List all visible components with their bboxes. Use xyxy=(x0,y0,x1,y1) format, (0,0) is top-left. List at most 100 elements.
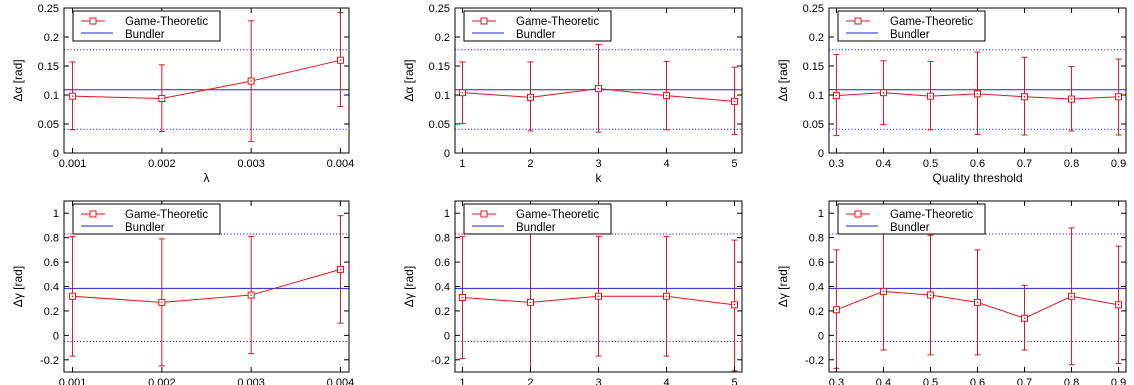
x-tick-label: 0.004 xyxy=(327,377,355,385)
y-axis-title: Δγ [rad] xyxy=(776,266,790,307)
x-tick-label: 5 xyxy=(731,158,737,170)
legend-box xyxy=(72,10,221,42)
y-axis-title: Δα [rad] xyxy=(402,59,416,101)
y-tick-label: 0.1 xyxy=(44,90,59,102)
legend-label-game-theoretic: Game-Theoretic xyxy=(125,16,208,28)
data-point-dot xyxy=(250,80,252,82)
y-tick-label: 0.6 xyxy=(809,257,824,269)
y-tick-label: 0.15 xyxy=(803,61,824,73)
data-point-dot xyxy=(529,96,532,99)
data-point-dot xyxy=(1070,295,1073,297)
data-point-dot xyxy=(976,93,979,95)
y-tick-label: 0 xyxy=(444,330,450,342)
y-tick-label: 0.1 xyxy=(809,90,824,102)
legend-series-marker xyxy=(89,17,97,25)
chart-2: 0 0.05 0.1 0.15 0.2 0.25 1 2 3 4 5 k Δα [rad] Game-Th… xyxy=(402,3,743,185)
x-tick-label: 0.002 xyxy=(148,377,176,385)
x-tick-label: 0.4 xyxy=(876,377,891,385)
chart-6: -0.200.20.40.60.810.30.40.50.60.70.80.9Q… xyxy=(776,200,1127,385)
y-tick-label: 0.6 xyxy=(435,257,450,269)
legend-label-game-theoretic: Game-Theoretic xyxy=(125,209,208,221)
data-point-dot xyxy=(1070,98,1073,100)
y-tick-label: 0.2 xyxy=(435,32,450,44)
y-tick-label: 0.2 xyxy=(435,306,450,318)
y-axis-title: Δα [rad] xyxy=(776,59,790,101)
y-tick-label: 0.05 xyxy=(38,119,59,131)
x-axis-title: λ xyxy=(204,171,210,185)
data-point-dot xyxy=(339,268,342,271)
series-line xyxy=(72,268,341,303)
y-tick-label: 0.4 xyxy=(809,282,824,294)
y-tick-label: 0.25 xyxy=(429,3,450,15)
legend-box xyxy=(72,203,221,235)
y-tick-label: 0.15 xyxy=(429,61,450,73)
data-point-dot xyxy=(597,295,600,297)
x-tick-label: 3 xyxy=(595,158,601,170)
y-tick-label: 0.2 xyxy=(44,32,59,44)
y-axis-title: Δγ [rad] xyxy=(11,266,25,307)
x-tick-label: 0.8 xyxy=(1064,377,1079,385)
legend-box xyxy=(463,10,612,42)
x-tick-label: 5 xyxy=(731,377,737,385)
chart-3: 0 0.05 0.1 0.15 0.2 0.25 0.3 0.4 0.5 0.6 0.7 0.8 0.9… xyxy=(776,3,1127,185)
y-tick-label: 0.4 xyxy=(44,282,59,294)
data-point-dot xyxy=(882,290,885,293)
y-tick-label: 1 xyxy=(444,208,450,220)
x-axis-title: k xyxy=(596,171,603,185)
x-tick-label: 0.8 xyxy=(1064,158,1079,170)
x-tick-label: 0.3 xyxy=(829,158,844,170)
x-tick-label: 0.5 xyxy=(923,158,938,170)
data-point-dot xyxy=(71,295,74,297)
legend-label-bundler: Bundler xyxy=(125,29,165,41)
y-tick-label: 0.2 xyxy=(809,32,824,44)
data-point-dot xyxy=(161,301,163,304)
x-tick-label: 0.9 xyxy=(1111,158,1126,170)
y-tick-label: 0.2 xyxy=(44,306,59,318)
x-tick-label: 2 xyxy=(527,158,533,170)
y-tick-label: 1 xyxy=(818,208,824,220)
x-tick-label: 0.003 xyxy=(237,377,265,385)
data-point-dot xyxy=(929,95,932,97)
legend-box xyxy=(837,203,986,235)
x-tick-label: 0.4 xyxy=(876,158,891,170)
data-point-dot xyxy=(71,95,74,97)
chart-4: -0.200.20.40.60.810.0010.0020.0030.004λΔ… xyxy=(11,200,355,385)
y-tick-label: 0 xyxy=(444,148,450,160)
y-axis-title: Δγ [rad] xyxy=(402,266,416,307)
y-tick-label: 0.25 xyxy=(803,3,824,15)
x-tick-label: 0.9 xyxy=(1111,377,1126,385)
x-tick-label: 0.5 xyxy=(923,377,938,385)
x-tick-label: 4 xyxy=(663,377,669,385)
x-tick-label: 0.6 xyxy=(970,158,985,170)
legend-box xyxy=(837,10,986,42)
y-tick-label: 0.1 xyxy=(435,90,450,102)
y-tick-label: 0.8 xyxy=(44,233,59,245)
data-point-dot xyxy=(835,309,838,311)
y-tick-label: 0.05 xyxy=(429,119,450,131)
x-tick-label: 0.003 xyxy=(237,158,265,170)
data-point-dot xyxy=(597,87,600,90)
y-tick-label: 1 xyxy=(53,208,59,220)
x-tick-label: 0.7 xyxy=(1017,158,1032,170)
y-tick-label: -0.2 xyxy=(40,355,59,367)
x-tick-label: 0.004 xyxy=(327,158,355,170)
y-tick-label: 0 xyxy=(53,330,59,342)
legend-label-game-theoretic: Game-Theoretic xyxy=(516,16,599,28)
legend-label-game-theoretic: Game-Theoretic xyxy=(516,209,599,221)
x-tick-label: 0.3 xyxy=(829,377,844,385)
data-point-dot xyxy=(835,94,838,97)
y-tick-label: 0.8 xyxy=(809,233,824,245)
y-tick-label: 0.4 xyxy=(435,282,450,294)
data-point-dot xyxy=(1117,304,1120,306)
legend-series-marker xyxy=(480,210,488,218)
y-tick-label: 0.25 xyxy=(38,3,59,15)
data-point-dot xyxy=(250,294,252,296)
y-axis-title: Δα [rad] xyxy=(11,59,25,101)
x-tick-label: 3 xyxy=(595,377,601,385)
x-tick-label: 0.001 xyxy=(59,158,87,170)
